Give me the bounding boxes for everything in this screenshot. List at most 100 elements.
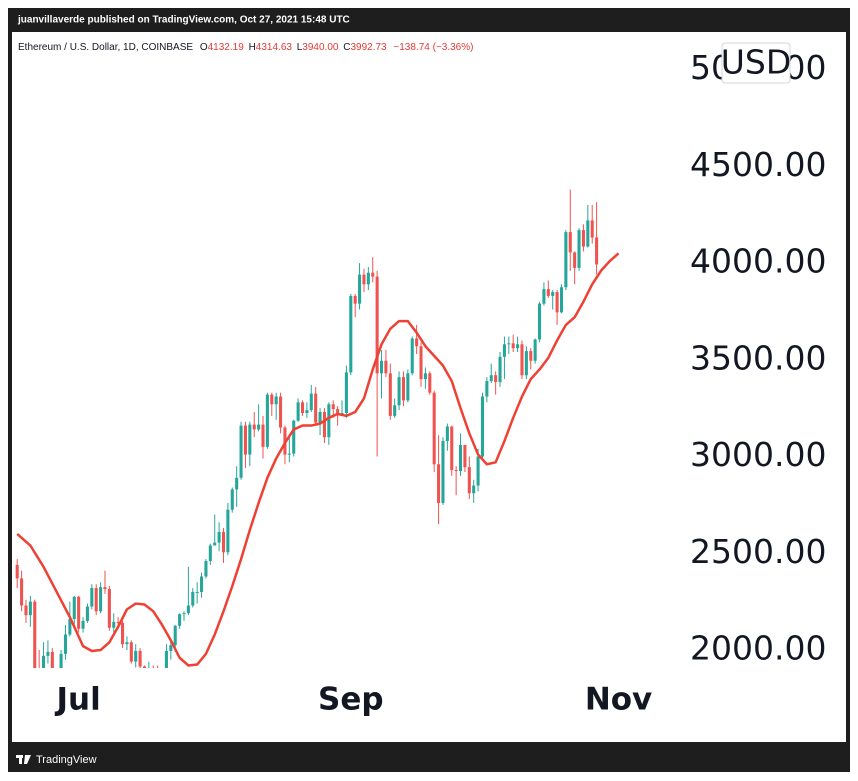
candle-body bbox=[384, 360, 388, 374]
candle-body bbox=[581, 230, 585, 247]
y-tick-label: 4500.00 bbox=[690, 145, 826, 184]
candle-body bbox=[371, 272, 375, 277]
candle-body bbox=[432, 392, 436, 465]
candle-body bbox=[50, 651, 54, 668]
candle-body bbox=[15, 564, 19, 579]
candle-body bbox=[103, 587, 107, 590]
y-tick-label: 3000.00 bbox=[690, 435, 826, 474]
candle-body bbox=[568, 232, 572, 253]
candle-body bbox=[577, 230, 581, 268]
candle-body bbox=[125, 642, 129, 645]
candle-body bbox=[472, 485, 476, 494]
candle-body bbox=[314, 393, 318, 423]
candle-body bbox=[204, 561, 208, 577]
candle-body bbox=[590, 220, 594, 238]
candle-body bbox=[296, 402, 300, 421]
plot bbox=[15, 189, 620, 668]
legend-label: C bbox=[343, 42, 350, 53]
candle-body bbox=[81, 620, 85, 629]
legend-value: 3992.73 bbox=[350, 42, 387, 53]
candle-body bbox=[239, 425, 243, 478]
candle-body bbox=[336, 409, 340, 413]
candle-body bbox=[318, 412, 322, 423]
candle-body bbox=[24, 605, 28, 616]
candle-body bbox=[309, 393, 313, 411]
legend-label: O bbox=[200, 42, 208, 53]
candle-body bbox=[226, 509, 230, 553]
currency-box bbox=[721, 42, 791, 84]
candle-body bbox=[458, 444, 463, 472]
candle-body bbox=[121, 622, 125, 645]
candle-body bbox=[344, 372, 348, 413]
candle-body bbox=[85, 606, 89, 621]
candle-body bbox=[248, 424, 252, 455]
candle-body bbox=[270, 394, 274, 405]
candle-body bbox=[230, 489, 234, 510]
candle-body bbox=[454, 470, 458, 472]
candle-body bbox=[129, 642, 133, 662]
candle-body bbox=[450, 426, 454, 471]
candle-body bbox=[410, 338, 414, 374]
candle-body bbox=[138, 650, 142, 667]
candle-body bbox=[441, 441, 445, 503]
candle-body bbox=[186, 605, 190, 614]
candle-body bbox=[235, 477, 239, 490]
candle-body bbox=[467, 467, 471, 494]
candle-body bbox=[349, 295, 353, 373]
candle-body bbox=[72, 596, 76, 620]
candle-body bbox=[243, 425, 247, 455]
candle-body bbox=[586, 220, 590, 247]
candle-body bbox=[261, 424, 265, 447]
candle-body bbox=[542, 289, 546, 304]
candle-body bbox=[393, 405, 397, 416]
candle-body bbox=[208, 545, 212, 562]
candle-body bbox=[559, 287, 564, 313]
candle-body bbox=[327, 404, 331, 438]
candle-body bbox=[279, 396, 283, 428]
candle-body bbox=[41, 655, 46, 668]
candle-body bbox=[551, 292, 555, 296]
candle-body bbox=[221, 531, 226, 553]
candle-body bbox=[90, 588, 94, 607]
header-title: juanvillaverde published on TradingView.… bbox=[17, 15, 350, 26]
candle-body bbox=[99, 587, 103, 612]
candle-body bbox=[595, 237, 599, 265]
candle-body bbox=[164, 650, 168, 668]
candle-body bbox=[463, 444, 467, 468]
x-tick-label: Sep bbox=[318, 682, 384, 718]
candle-body bbox=[287, 453, 291, 455]
candle-body bbox=[511, 343, 515, 349]
candle-body bbox=[362, 274, 366, 285]
candle-body bbox=[265, 394, 269, 447]
candle-body bbox=[573, 252, 577, 268]
candle-body bbox=[94, 588, 98, 612]
candle-body bbox=[322, 412, 326, 438]
candle-body bbox=[33, 601, 37, 668]
candle-body bbox=[498, 356, 502, 383]
candle-body bbox=[520, 344, 524, 376]
candle-body bbox=[437, 464, 441, 503]
candle-body bbox=[68, 619, 72, 635]
y-tick-label: 2500.00 bbox=[690, 532, 826, 571]
x-tick-label: Jul bbox=[55, 682, 101, 718]
candle-body bbox=[77, 596, 81, 629]
candle-body bbox=[252, 424, 256, 430]
candle-body bbox=[173, 625, 177, 646]
candle-body bbox=[200, 576, 204, 592]
candle-body bbox=[423, 373, 427, 380]
candle-body bbox=[59, 653, 63, 668]
axes: 2000.00 2500.00 3000.00 3500.00 4000.00 4500.… bbox=[55, 48, 827, 717]
candle-body bbox=[142, 666, 147, 668]
candle-body bbox=[300, 402, 305, 413]
candle-body bbox=[524, 351, 528, 376]
candle-body bbox=[169, 645, 173, 651]
candle-body bbox=[213, 542, 217, 546]
candle-body bbox=[63, 634, 68, 654]
candle-body bbox=[529, 351, 533, 361]
candle-body bbox=[195, 591, 199, 593]
candle-body bbox=[406, 373, 410, 401]
candle-body bbox=[379, 360, 384, 374]
candle-body bbox=[340, 412, 344, 414]
